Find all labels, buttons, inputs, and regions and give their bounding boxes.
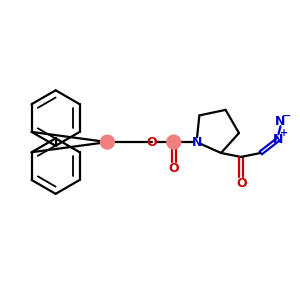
Text: O: O — [236, 177, 247, 190]
Text: O: O — [169, 162, 179, 175]
Circle shape — [100, 135, 114, 149]
Text: O: O — [147, 136, 157, 148]
Text: N: N — [273, 133, 284, 146]
Text: N: N — [275, 115, 286, 128]
Text: −: − — [282, 111, 291, 121]
Text: N: N — [191, 136, 202, 148]
Circle shape — [167, 135, 181, 149]
Text: +: + — [280, 128, 289, 138]
